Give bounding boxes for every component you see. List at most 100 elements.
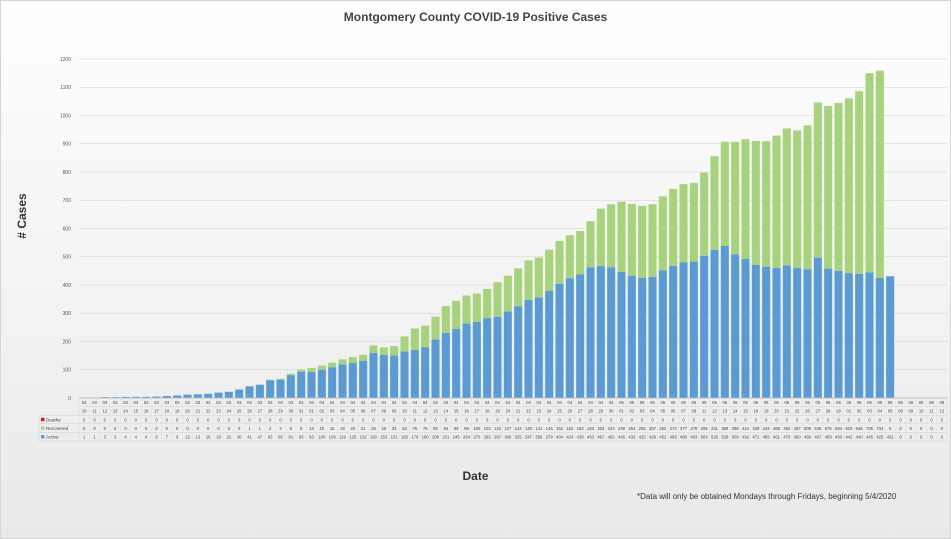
bar-active-29: [379, 354, 388, 398]
data-label-recovered: 26: [381, 426, 386, 431]
bar-active-70: [803, 269, 812, 398]
data-label-active: 460: [794, 435, 802, 440]
x-tick-month: 06: [908, 400, 913, 405]
data-label-deaths: 0: [930, 417, 933, 422]
x-tick-month: 03: [247, 400, 252, 405]
x-tick-month: 03: [154, 400, 159, 405]
bar-active-69: [793, 268, 802, 398]
data-label-recovered: 152: [566, 426, 574, 431]
data-label-recovered: 80: [433, 426, 438, 431]
bar-active-9: [173, 395, 182, 398]
data-label-active: 270: [473, 435, 481, 440]
data-label-recovered: 20: [350, 426, 355, 431]
bar-active-51: [607, 267, 616, 398]
data-label-deaths: 0: [734, 417, 737, 422]
data-label-deaths: 0: [403, 417, 406, 422]
x-tick-month: 03: [216, 400, 221, 405]
data-label-recovered: 257: [649, 426, 657, 431]
data-label-recovered: 2: [269, 426, 272, 431]
x-tick-day: 13: [113, 409, 118, 414]
x-tick-month: 05: [826, 400, 831, 405]
bar-active-63: [731, 254, 740, 398]
x-tick-day: 25: [557, 409, 562, 414]
x-tick-month: 03: [82, 400, 87, 405]
x-tick-month: 04: [547, 400, 552, 405]
x-tick-month: 06: [929, 400, 934, 405]
data-label-deaths: 0: [755, 417, 758, 422]
data-label-recovered: 16: [330, 426, 335, 431]
data-label-active: 3: [104, 435, 107, 440]
data-label-recovered: 224: [608, 426, 616, 431]
x-tick-month: 06: [867, 400, 872, 405]
data-label-recovered: 705: [866, 426, 874, 431]
bar-recovered-21: [297, 369, 306, 372]
data-label-active: 3: [114, 435, 117, 440]
data-label-recovered: 262: [659, 426, 667, 431]
bar-recovered-72: [824, 105, 833, 269]
data-label-active: 81: [288, 435, 293, 440]
x-tick-day: 01: [619, 409, 624, 414]
x-tick-month: 05: [784, 400, 789, 405]
bar-active-3: [111, 397, 120, 398]
data-label-recovered: 484: [783, 426, 791, 431]
bar-active-43: [524, 299, 533, 398]
x-tick-day: 09: [392, 409, 397, 414]
bar-active-66: [762, 266, 771, 398]
bar-active-41: [503, 311, 512, 398]
bar-active-57: [669, 265, 678, 398]
x-tick-day: 27: [815, 409, 820, 414]
bar-active-6: [142, 396, 151, 398]
x-tick-month: 05: [722, 400, 727, 405]
bar-recovered-30: [390, 346, 399, 356]
bar-active-61: [710, 249, 719, 398]
data-label-active: 433: [628, 435, 636, 440]
data-label-deaths: 0: [393, 417, 396, 422]
bar-active-27: [359, 360, 368, 398]
data-label-recovered: 99: [454, 426, 459, 431]
bar-active-50: [596, 266, 605, 398]
bar-active-53: [627, 275, 636, 398]
x-tick-day: 16: [144, 409, 149, 414]
data-label-recovered: 0: [899, 426, 902, 431]
bar-active-47: [565, 278, 574, 398]
bar-recovered-36: [452, 300, 461, 329]
legend-label-active: Active: [46, 435, 59, 440]
data-label-recovered: 0: [155, 426, 158, 431]
data-label-active: 0: [910, 435, 913, 440]
data-label-deaths: 0: [786, 417, 789, 422]
bar-recovered-65: [751, 140, 760, 265]
data-label-active: 425: [639, 435, 647, 440]
y-tick-label: 700: [63, 198, 72, 204]
x-tick-month: 04: [309, 400, 314, 405]
footnote: *Data will only be obtained Mondays thro…: [637, 492, 897, 501]
y-tick-label: 1200: [60, 57, 71, 63]
data-label-deaths: 0: [889, 417, 892, 422]
data-label-deaths: 0: [662, 417, 665, 422]
data-label-recovered: 0: [238, 426, 241, 431]
data-label-active: 467: [597, 435, 605, 440]
x-tick-day: 19: [175, 409, 180, 414]
x-tick-month: 03: [144, 400, 149, 405]
data-label-deaths: 0: [796, 417, 799, 422]
x-tick-day: 11: [929, 409, 934, 414]
x-tick-day: 18: [753, 409, 758, 414]
bar-active-35: [441, 332, 450, 398]
x-tick-day: 11: [92, 409, 97, 414]
data-label-deaths: 0: [744, 417, 747, 422]
x-tick-month: 04: [423, 400, 428, 405]
x-tick-month: 04: [454, 400, 459, 405]
x-tick-month: 05: [836, 400, 841, 405]
x-tick-month: 04: [598, 400, 603, 405]
data-label-recovered: 549: [814, 426, 822, 431]
data-label-deaths: 0: [362, 417, 365, 422]
x-tick-month: 04: [516, 400, 521, 405]
data-label-deaths: 0: [186, 417, 189, 422]
data-label-deaths: 0: [445, 417, 448, 422]
x-tick-month: 04: [485, 400, 490, 405]
x-tick-month: 03: [278, 400, 283, 405]
data-label-active: 492: [742, 435, 750, 440]
legend-swatch-active: [41, 435, 45, 439]
bar-recovered-33: [421, 325, 430, 348]
x-tick-month: 05: [712, 400, 717, 405]
x-tick-day: 18: [485, 409, 490, 414]
